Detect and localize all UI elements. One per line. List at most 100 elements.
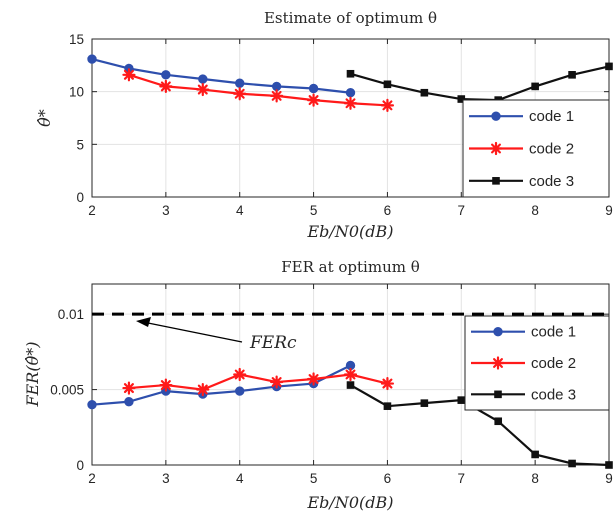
y-axis-label: FER(θ̂*) [23, 342, 42, 408]
arrow-head [136, 317, 151, 327]
legend-entry: code 2 [469, 141, 574, 158]
data-point [345, 88, 356, 98]
series-line [91, 57, 351, 94]
x-tick-label: 3 [162, 471, 170, 486]
data-point [87, 399, 97, 410]
legend-label: code 3 [529, 173, 574, 190]
data-point [531, 82, 539, 91]
data-point [343, 96, 358, 110]
data-point [196, 382, 210, 397]
legend-marker [489, 141, 503, 156]
x-tick-label: 3 [162, 203, 170, 218]
x-tick-label: 9 [605, 203, 613, 218]
legend-marker [493, 326, 503, 337]
x-tick-label: 5 [310, 471, 318, 486]
legend-marker [494, 390, 502, 399]
data-point [568, 459, 576, 468]
theta-estimate-chart: 2 3 4 5 6 7 8 9 0 5 10 15 Estimate of optimum θ Eb/N0… [35, 9, 613, 241]
x-tick-label: 9 [605, 471, 613, 486]
x-axis-label: Eb/N0(dB) [307, 493, 394, 512]
y-tick-label: 10 [69, 85, 84, 100]
y-tick-label: 5 [76, 137, 84, 152]
data-point [270, 89, 284, 103]
data-point [198, 74, 208, 84]
legend-label: code 3 [531, 386, 576, 403]
data-point [124, 396, 134, 407]
x-tick-label: 6 [384, 203, 392, 218]
legend-entry: code 1 [471, 324, 576, 341]
legend-label: code 2 [529, 141, 574, 158]
data-point [159, 79, 173, 93]
data-point [233, 87, 247, 101]
y-tick-label: 0.005 [50, 383, 84, 398]
x-tick-label: 5 [310, 203, 318, 218]
fer-chart: 2 3 4 5 6 7 8 9 0 0.005 0.01 FER at optimum θ Eb/N0(… [23, 258, 613, 512]
data-point [457, 396, 466, 404]
legend-entry: code 3 [471, 386, 576, 403]
x-tick-label: 2 [88, 471, 96, 486]
legend-entry: code 2 [471, 355, 576, 372]
series-code-3 [346, 381, 613, 469]
legend-marker [491, 111, 501, 121]
legend-entry: code 3 [469, 173, 574, 190]
data-point [383, 402, 392, 410]
y-tick-label: 0 [76, 458, 84, 473]
data-point [122, 381, 136, 395]
legend-label: code 2 [531, 355, 576, 372]
data-point [159, 378, 173, 392]
series-code-2 [122, 367, 395, 397]
data-point [605, 461, 613, 469]
y-tick-label: 0 [76, 190, 84, 205]
y-axis-label: θ̂* [35, 109, 54, 127]
fer-threshold-label: FERc [249, 333, 297, 353]
data-point [233, 367, 247, 382]
x-tick-label: 8 [531, 471, 539, 486]
y-tick-label: 15 [69, 32, 84, 47]
data-point [383, 80, 392, 89]
legend-label: code 1 [529, 108, 574, 125]
data-point [605, 62, 613, 71]
data-point [235, 78, 245, 88]
data-point [308, 83, 319, 94]
data-point [196, 82, 210, 97]
ticks: 2 3 4 5 6 7 8 9 0 5 10 15 [69, 32, 613, 218]
x-tick-label: 6 [384, 471, 392, 486]
data-point [568, 71, 576, 79]
chart-title: FER at optimum θ [281, 258, 420, 276]
x-tick-label: 7 [458, 471, 466, 486]
fer-annotation-arrow [136, 317, 243, 343]
x-tick-label: 7 [458, 203, 466, 218]
x-tick-label: 4 [236, 203, 244, 218]
data-point [346, 69, 355, 78]
data-point [494, 417, 503, 426]
data-point [346, 381, 355, 389]
data-point [531, 450, 539, 459]
data-point [306, 372, 321, 386]
y-tick-label: 0.01 [58, 307, 84, 322]
x-axis-label: Eb/N0(dB) [307, 222, 394, 241]
legend: code 1 code 2 code 3 [464, 315, 610, 411]
legend-label: code 1 [531, 324, 576, 341]
series-line [349, 384, 610, 467]
data-point [306, 93, 321, 107]
x-tick-label: 4 [236, 471, 244, 486]
data-point [87, 54, 97, 64]
data-point [270, 375, 284, 389]
data-point [457, 95, 466, 103]
legend-marker [492, 177, 500, 185]
legend: code 1 code 2 code 3 [462, 99, 610, 198]
series-code-1 [87, 54, 356, 98]
data-point [420, 399, 429, 407]
arrow-shaft [147, 322, 243, 343]
series-code-2 [122, 68, 395, 112]
x-tick-label: 2 [88, 203, 96, 218]
legend-entry: code 1 [469, 108, 574, 125]
data-point [343, 367, 358, 382]
data-point [235, 386, 245, 396]
data-point [420, 88, 429, 97]
series-line [91, 364, 351, 406]
legend-marker [491, 356, 505, 370]
ticks: 2 3 4 5 6 7 8 9 0 0.005 0.01 [50, 284, 613, 486]
data-point [380, 98, 395, 112]
